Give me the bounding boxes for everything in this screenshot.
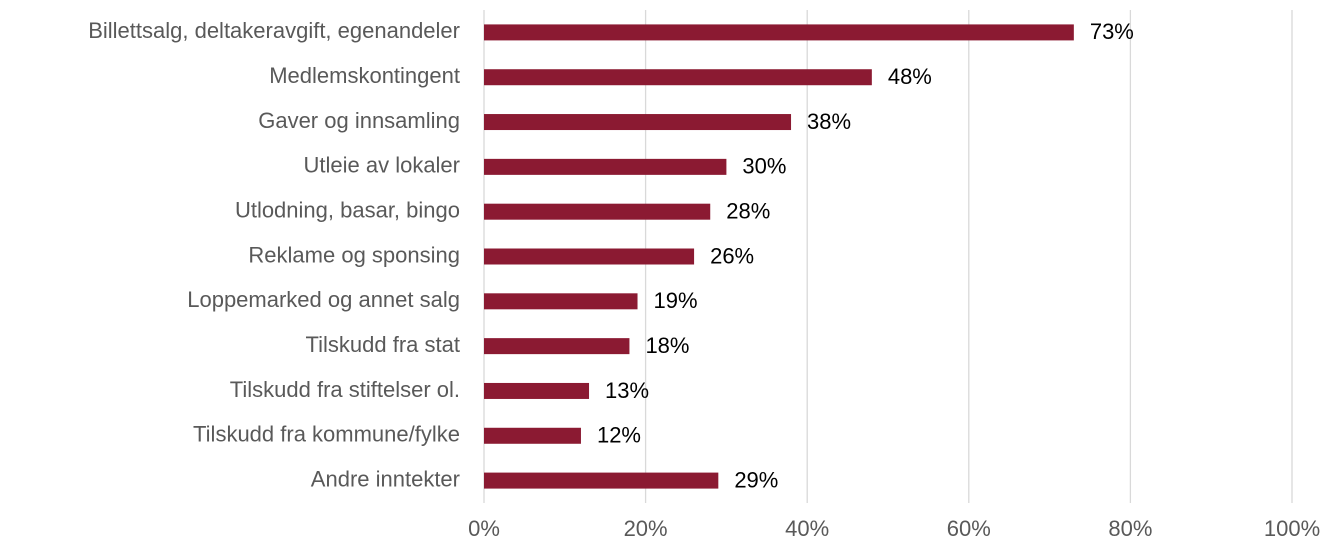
data-label: 12% <box>597 423 641 448</box>
bar <box>484 338 630 355</box>
y-tick-label: Loppemarked og annet salg <box>187 287 460 312</box>
data-label: 13% <box>605 378 649 403</box>
data-label: 28% <box>726 198 770 223</box>
bar <box>484 69 872 86</box>
bar <box>484 114 792 131</box>
data-label: 73% <box>1090 19 1134 44</box>
data-label: 19% <box>654 288 698 313</box>
y-tick-label: Tilskudd fra stat <box>306 332 460 357</box>
data-label: 30% <box>742 154 786 179</box>
y-tick-label: Tilskudd fra stiftelser ol. <box>230 377 460 402</box>
x-tick-label: 20% <box>624 516 668 541</box>
x-tick-label: 0% <box>468 516 500 541</box>
y-tick-label: Billettsalg, deltakeravgift, egenandeler <box>88 18 460 43</box>
y-tick-label: Reklame og sponsing <box>248 242 460 267</box>
x-tick-label: 100% <box>1264 516 1320 541</box>
data-label: 48% <box>888 64 932 89</box>
data-label: 38% <box>807 109 851 134</box>
x-tick-label: 60% <box>947 516 991 541</box>
bar <box>484 427 581 444</box>
x-tick-label: 80% <box>1108 516 1152 541</box>
y-tick-label: Andre inntekter <box>311 466 460 491</box>
data-label: 26% <box>710 243 754 268</box>
data-label: 18% <box>645 333 689 358</box>
x-tick-label: 40% <box>785 516 829 541</box>
bar <box>484 248 695 265</box>
bar <box>484 382 590 399</box>
bar <box>484 158 727 175</box>
y-tick-label: Medlemskontingent <box>269 63 460 88</box>
y-tick-label: Utleie av lokaler <box>303 153 460 178</box>
y-tick-label: Tilskudd fra kommune/fylke <box>193 422 460 447</box>
bar <box>484 293 638 310</box>
bar <box>484 203 711 220</box>
y-tick-label: Gaver og innsamling <box>258 108 460 133</box>
y-tick-label: Utlodning, basar, bingo <box>235 197 460 222</box>
bar <box>484 472 719 489</box>
data-label: 29% <box>734 467 778 492</box>
bar <box>484 24 1074 41</box>
